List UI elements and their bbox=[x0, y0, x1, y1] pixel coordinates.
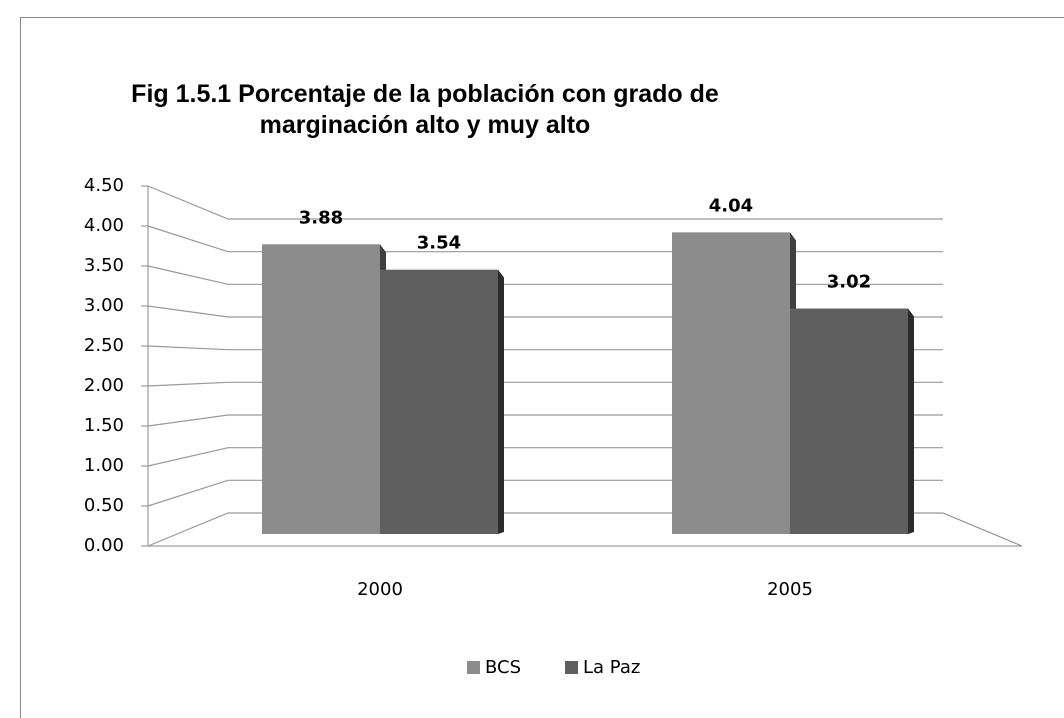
x-tick-label: 2000 bbox=[357, 579, 403, 600]
bar bbox=[380, 269, 498, 534]
y-tick-label: 4.50 bbox=[84, 175, 124, 196]
bar bbox=[262, 244, 380, 534]
legend-swatch bbox=[467, 661, 480, 674]
data-label: 4.04 bbox=[709, 195, 753, 216]
bar bbox=[672, 232, 790, 534]
y-tick-label: 2.50 bbox=[84, 335, 124, 356]
grid-line bbox=[147, 185, 943, 220]
data-label: 3.54 bbox=[417, 233, 461, 254]
y-tick-label: 2.00 bbox=[84, 375, 124, 396]
bar-side bbox=[498, 269, 504, 534]
y-tick-label: 1.50 bbox=[84, 415, 124, 436]
bar bbox=[790, 308, 908, 534]
y-tick-label: 0.50 bbox=[84, 495, 124, 516]
chart-title: Fig 1.5.1 Porcentaje de la población con… bbox=[131, 80, 719, 139]
data-label: 3.02 bbox=[827, 272, 871, 293]
y-tick-label: 3.00 bbox=[84, 295, 124, 316]
floor-edge bbox=[942, 512, 1023, 547]
x-tick-label: 2005 bbox=[767, 579, 813, 600]
legend-swatch bbox=[565, 661, 578, 674]
legend-label: BCS bbox=[485, 657, 521, 678]
bar-side bbox=[908, 308, 914, 534]
y-tick-label: 4.00 bbox=[84, 215, 124, 236]
y-tick-label: 0.00 bbox=[84, 535, 124, 556]
data-label: 3.88 bbox=[299, 207, 343, 228]
chart-frame bbox=[20, 17, 1064, 718]
y-tick-label: 1.00 bbox=[84, 455, 124, 476]
legend-label: La Paz bbox=[583, 657, 640, 678]
y-tick-label: 3.50 bbox=[84, 255, 124, 276]
